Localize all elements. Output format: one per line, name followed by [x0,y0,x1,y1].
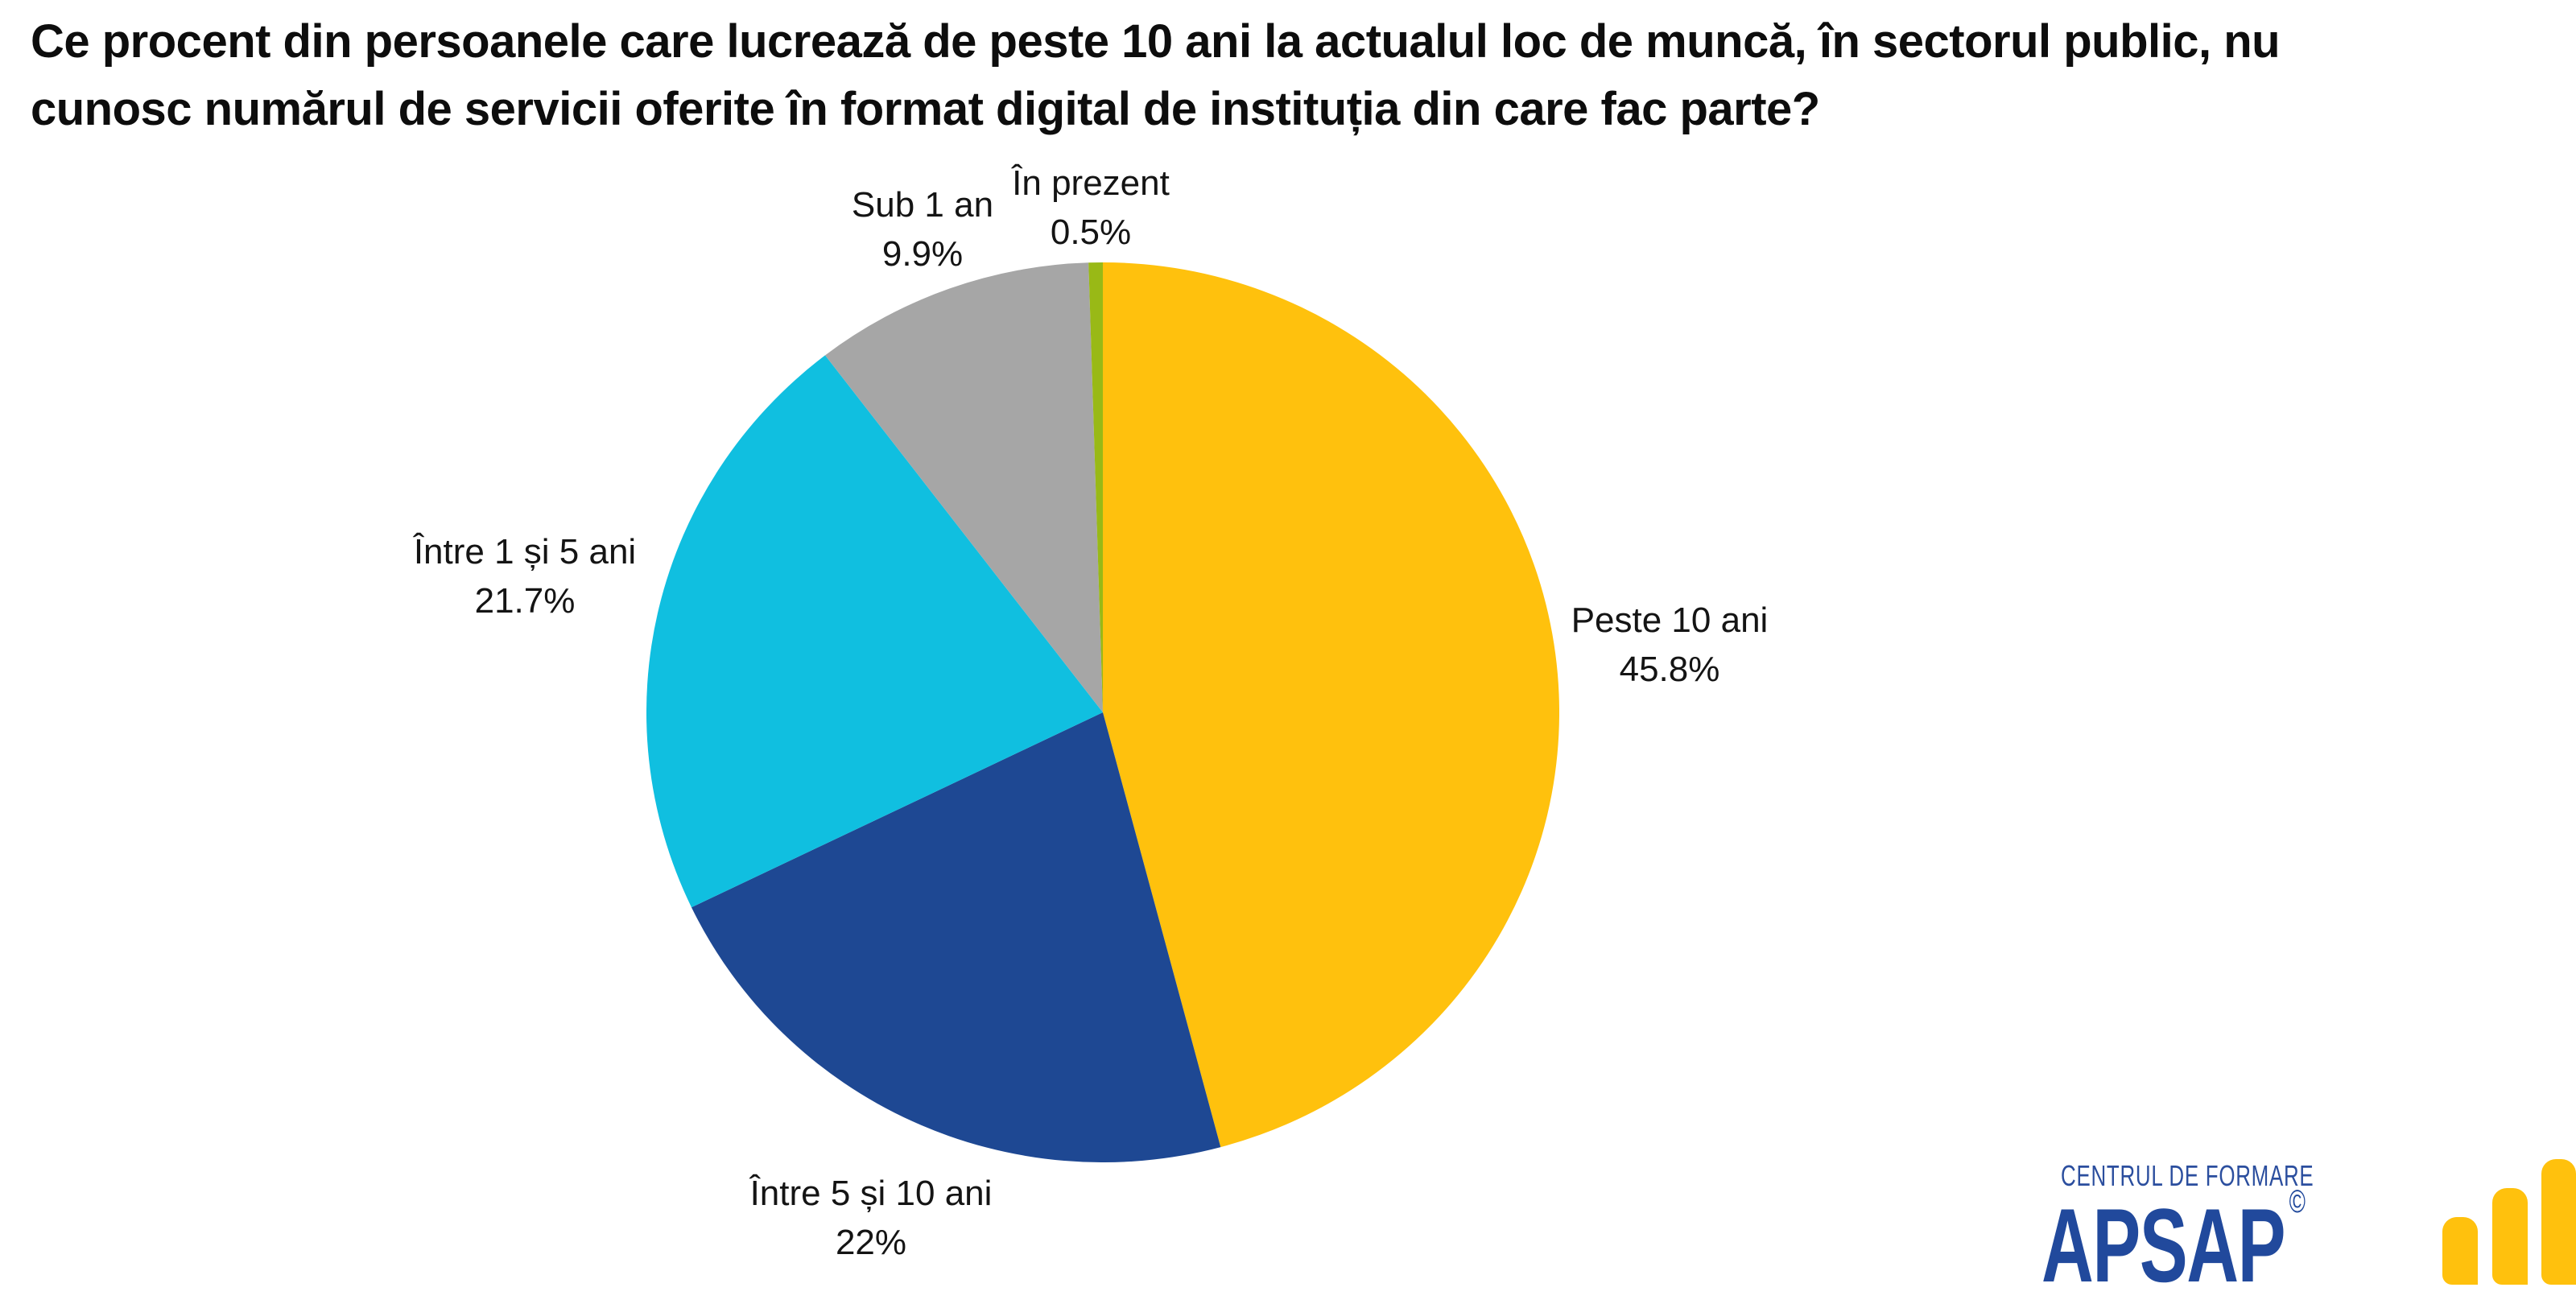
logo-tagline: CENTRUL DE FORMARE [2061,1159,2314,1192]
rising-bars-icon-bar-1 [2442,1217,2478,1285]
logo-brand-text: APSAP [2041,1186,2286,1304]
slice-label-percent: 22% [835,1223,907,1262]
copyright-icon: © [2289,1184,2306,1219]
slice-label-intre-5-si-10-ani: Între 5 și 10 ani 22% [750,1169,993,1267]
slice-label-percent: 45.8% [1619,650,1720,689]
slice-label-text: În prezent [1012,163,1170,203]
chart-title: Ce procent din persoanele care lucrează … [31,8,2566,143]
pie-slice-1 [691,712,1221,1162]
slice-label-text: Între 5 și 10 ani [749,1174,993,1213]
rising-bars-icon-bar-3 [2541,1159,2576,1285]
chart-title-line-2: cunosc numărul de servicii oferite în fo… [31,83,1820,135]
pie-slice-4 [1088,262,1103,712]
pie-slice-0 [1103,262,1559,1148]
pie-chart [646,262,1559,1162]
slice-label-text: Sub 1 an [851,185,994,225]
slice-label-text: Între 1 și 5 ani [413,532,637,572]
slice-label-text: Peste 10 ani [1571,600,1769,640]
slice-label-peste-10-ani: Peste 10 ani 45.8% [1571,596,1769,694]
pie-slice-2 [646,355,1103,908]
pie-slice-3 [825,262,1103,712]
logo-brand: APSAP © [2041,1186,2306,1298]
rising-bars-icon-bar-2 [2492,1188,2528,1285]
slice-label-sub-1-an: Sub 1 an 9.9% [852,180,993,279]
slice-label-percent: 0.5% [1050,213,1132,252]
slice-label-in-prezent: În prezent 0.5% [1012,159,1170,257]
slice-label-intre-1-si-5-ani: Între 1 și 5 ani 21.7% [414,527,636,625]
slice-label-percent: 21.7% [474,581,576,621]
slice-label-percent: 9.9% [881,234,964,274]
chart-title-line-1: Ce procent din persoanele care lucrează … [31,15,2281,68]
